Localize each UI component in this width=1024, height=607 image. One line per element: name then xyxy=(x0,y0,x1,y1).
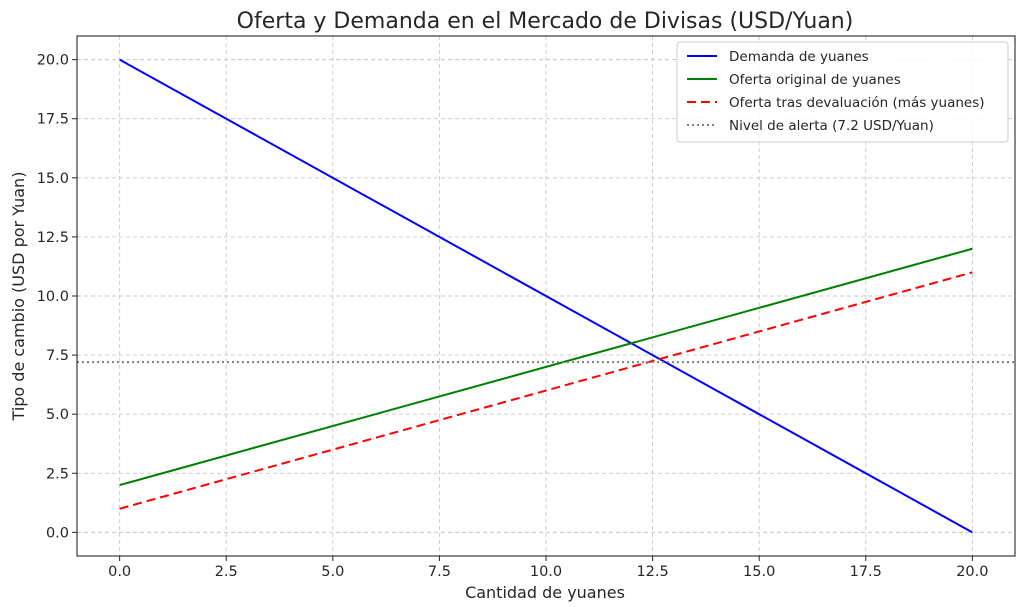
y-tick-label: 20.0 xyxy=(37,53,69,69)
x-tick-label: 15.0 xyxy=(743,564,775,580)
y-tick-label: 10.0 xyxy=(37,289,69,305)
x-tick-label: 7.5 xyxy=(428,564,451,580)
series-line-0 xyxy=(119,58,973,534)
x-tick-label: 20.0 xyxy=(956,564,988,580)
chart-title: Oferta y Demanda en el Mercado de Divisa… xyxy=(237,9,854,34)
legend-box xyxy=(676,41,1009,143)
x-tick-label: 2.5 xyxy=(215,564,238,580)
legend-label-0: Demanda de yuanes xyxy=(729,49,869,65)
y-tick-label: 15.0 xyxy=(37,171,69,187)
x-axis-label: Cantidad de yuanes xyxy=(465,583,625,602)
x-tick-label: 17.5 xyxy=(850,564,882,580)
y-axis-label: Tipo de cambio (USD por Yuan) xyxy=(9,172,28,422)
ticks: 0.0 2.5 5.0 7.5 10.0 12.5 15.0 17.5 20.0 0.0 2.5 5.… xyxy=(37,53,989,580)
legend-label-1: Oferta original de yuanes xyxy=(729,72,901,88)
y-tick-label: 12.5 xyxy=(37,230,69,246)
x-tick-label: 10.0 xyxy=(530,564,562,580)
y-tick-label: 0.0 xyxy=(46,525,69,541)
x-tick-label: 0.0 xyxy=(108,564,131,580)
y-tick-label: 7.5 xyxy=(46,348,69,364)
legend-label-2: Oferta tras devaluación (más yuanes) xyxy=(729,95,985,111)
x-tick-label: 12.5 xyxy=(636,564,668,580)
series-line-2 xyxy=(119,271,973,510)
y-tick-label: 2.5 xyxy=(46,466,69,482)
series-line-1 xyxy=(119,247,973,487)
legend-label-3: Nivel de alerta (7.2 USD/Yuan) xyxy=(729,118,934,134)
series-layer xyxy=(77,58,1015,534)
legend: Demanda de yuanes Oferta original de yuan… xyxy=(676,41,1009,143)
y-tick-label: 17.5 xyxy=(37,112,69,128)
y-tick-label: 5.0 xyxy=(46,407,69,423)
x-tick-label: 5.0 xyxy=(321,564,344,580)
